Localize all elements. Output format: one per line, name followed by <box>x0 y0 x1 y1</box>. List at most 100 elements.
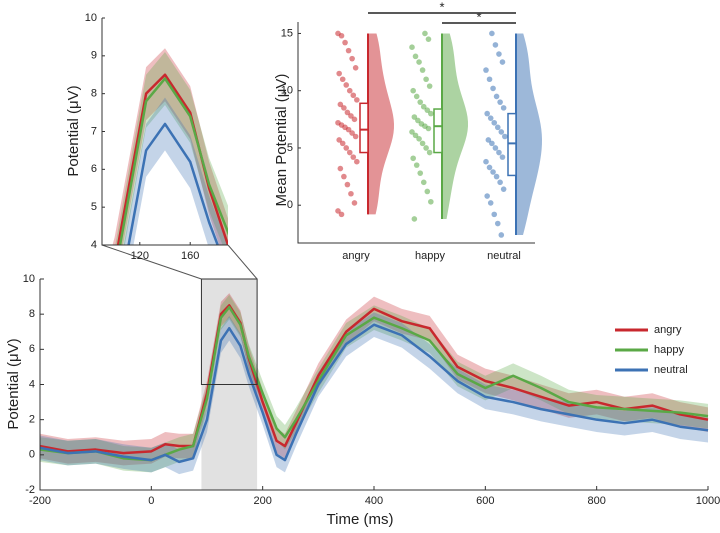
inset-plot <box>112 48 228 245</box>
legend-label: angry <box>654 324 682 336</box>
point <box>492 145 499 151</box>
point <box>496 149 502 156</box>
point <box>493 93 500 100</box>
point <box>499 59 506 65</box>
zoom-box <box>200 278 258 385</box>
significance-label: * <box>476 9 481 24</box>
significance-label: * <box>439 0 444 14</box>
point <box>348 190 354 197</box>
point <box>335 208 341 214</box>
x-axis-label: Time (ms) <box>327 511 394 528</box>
error-band <box>112 48 228 245</box>
legend-label: happy <box>654 344 684 356</box>
point <box>338 32 345 39</box>
inset-y-axis-label: Potential (μV) <box>65 85 82 176</box>
point <box>487 115 494 121</box>
point <box>344 109 351 116</box>
y-tick-label: -2 <box>25 484 35 496</box>
point <box>352 65 359 71</box>
point <box>500 105 507 111</box>
box <box>359 102 369 154</box>
y-tick-label: 2 <box>29 414 35 426</box>
y-tick-label: 5 <box>287 142 293 154</box>
x-tick-label: happy <box>415 250 445 262</box>
box <box>433 108 443 154</box>
x-tick-label: neutral <box>487 250 521 262</box>
point <box>336 137 342 143</box>
y-tick-label: 6 <box>91 163 97 175</box>
error-band <box>40 293 708 466</box>
point <box>351 116 358 123</box>
y-tick-label: 6 <box>29 343 35 355</box>
point <box>490 85 496 92</box>
point <box>346 149 353 156</box>
point <box>345 47 352 54</box>
point <box>339 76 346 83</box>
point <box>487 200 494 206</box>
point <box>494 124 501 131</box>
point <box>417 170 424 176</box>
point <box>419 140 426 147</box>
point <box>484 193 490 199</box>
point <box>413 162 420 168</box>
line <box>39 323 709 464</box>
point <box>413 93 420 100</box>
point <box>338 211 345 218</box>
point <box>351 200 358 206</box>
connector <box>227 244 258 280</box>
point <box>354 97 360 103</box>
point <box>339 140 346 147</box>
x-tick-label: angry <box>342 250 370 262</box>
point <box>489 140 495 147</box>
legend-label: neutral <box>654 364 688 376</box>
point <box>485 137 492 143</box>
x-tick-label: 800 <box>587 495 605 507</box>
y-tick-label: 10 <box>281 85 293 97</box>
point <box>422 30 428 37</box>
y-tick-label: 10 <box>23 273 35 285</box>
raincloud-y-axis-label: Mean Potential (μV) <box>273 74 290 207</box>
point <box>496 51 502 57</box>
x-tick-label: 120 <box>131 250 149 262</box>
x-tick-label: 0 <box>148 495 154 507</box>
point <box>337 165 344 172</box>
point <box>500 186 507 192</box>
point <box>491 211 498 218</box>
point <box>419 67 426 73</box>
y-tick-label: 0 <box>29 449 35 461</box>
point <box>489 30 495 37</box>
point <box>348 113 354 119</box>
point <box>336 70 342 77</box>
point <box>350 92 357 99</box>
point <box>417 99 424 105</box>
point <box>350 154 357 160</box>
y-tick-label: 9 <box>91 50 97 62</box>
y-tick-label: 8 <box>91 88 97 100</box>
point <box>343 82 350 88</box>
x-tick-label: 200 <box>253 495 271 507</box>
y-axis-label: Potential (μV) <box>5 338 22 429</box>
point <box>352 133 359 140</box>
point <box>428 198 434 205</box>
error-band <box>40 312 708 475</box>
point <box>337 101 344 108</box>
point <box>425 36 432 42</box>
point <box>491 119 498 126</box>
y-tick-label: 10 <box>85 12 97 24</box>
point <box>343 145 350 151</box>
point <box>484 110 490 117</box>
point <box>415 117 421 124</box>
point <box>410 155 416 162</box>
point <box>423 76 429 83</box>
density <box>442 33 468 219</box>
point <box>426 149 433 156</box>
point <box>349 55 355 62</box>
y-tick-label: 7 <box>91 125 97 137</box>
point <box>423 145 429 151</box>
error-band <box>115 52 228 245</box>
y-tick-label: 4 <box>29 378 35 390</box>
point <box>409 44 415 50</box>
point <box>490 169 496 175</box>
y-tick-label: 15 <box>281 27 293 39</box>
